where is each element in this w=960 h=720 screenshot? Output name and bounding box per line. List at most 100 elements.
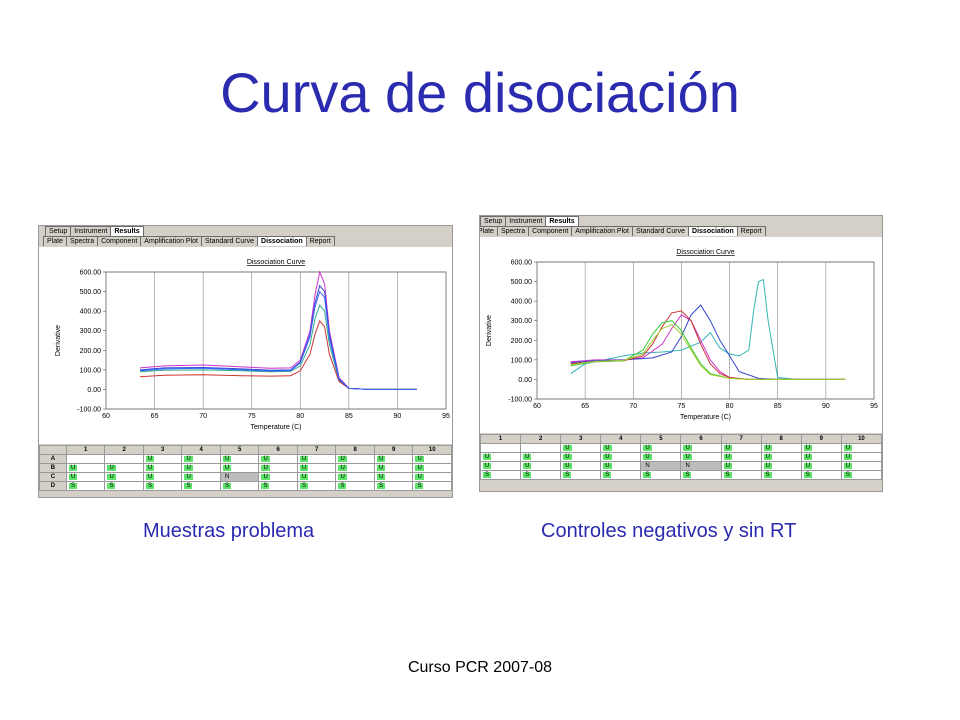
tab-standard-curve[interactable]: Standard Curve — [632, 226, 690, 236]
plate-well[interactable]: U — [412, 454, 452, 464]
tab-amplification-plot[interactable]: Amplification Plot — [140, 236, 202, 246]
plate-well[interactable]: S — [412, 481, 452, 491]
plate-well[interactable]: U — [65, 463, 106, 473]
tab-standard-curve[interactable]: Standard Curve — [201, 236, 259, 246]
plate-well[interactable]: N — [680, 461, 722, 471]
plate-well[interactable] — [520, 443, 562, 453]
plate-well[interactable]: N — [640, 461, 682, 471]
tab-instrument[interactable]: Instrument — [70, 226, 112, 236]
plate-well[interactable]: S — [560, 470, 602, 480]
plate-well[interactable]: U — [181, 454, 221, 464]
plate-well[interactable]: U — [335, 454, 375, 464]
plate-well[interactable]: U — [412, 472, 452, 482]
plate-well[interactable]: U — [335, 472, 375, 482]
plate-well[interactable]: U — [219, 463, 260, 473]
plate-well[interactable]: U — [600, 452, 642, 462]
plate-well[interactable]: U — [840, 461, 882, 471]
tab-plate[interactable]: Plate — [480, 226, 498, 236]
tab-report[interactable]: Report — [736, 226, 766, 236]
plate-well[interactable]: U — [181, 472, 221, 482]
tab-setup[interactable]: Setup — [45, 226, 72, 236]
plate-well[interactable]: U — [480, 461, 522, 471]
plate-well[interactable]: U — [800, 443, 842, 453]
tab-spectra[interactable]: Spectra — [65, 236, 99, 246]
plate-well[interactable]: U — [104, 472, 144, 482]
tab-dissociation[interactable]: Dissociation — [688, 226, 738, 236]
tab-amplification-plot[interactable]: Amplification Plot — [571, 226, 633, 236]
plate-well[interactable] — [104, 454, 144, 464]
tab-report[interactable]: Report — [305, 236, 335, 246]
plate-well[interactable]: U — [800, 461, 842, 471]
plate-well[interactable]: U — [373, 454, 414, 464]
plate-well[interactable]: S — [720, 470, 762, 480]
plate-well[interactable]: U — [600, 461, 642, 471]
plate-well[interactable]: U — [142, 472, 183, 482]
plate-well[interactable]: U — [258, 454, 298, 464]
tab-component[interactable]: Component — [97, 236, 142, 246]
plate-well[interactable]: U — [720, 443, 762, 453]
plate-well[interactable]: U — [296, 463, 337, 473]
plate-well[interactable]: U — [258, 472, 298, 482]
plate-well[interactable]: U — [640, 452, 682, 462]
plate-well[interactable]: S — [296, 481, 337, 491]
tab-setup[interactable]: Setup — [480, 216, 507, 226]
tab-results[interactable]: Results — [545, 216, 579, 226]
plate-well[interactable]: U — [65, 472, 106, 482]
plate-well[interactable]: U — [258, 463, 298, 473]
plate-well[interactable]: U — [412, 463, 452, 473]
plate-well[interactable]: S — [680, 470, 722, 480]
tab-component[interactable]: Component — [528, 226, 573, 236]
plate-well[interactable]: U — [296, 454, 337, 464]
plate-well[interactable]: U — [480, 452, 522, 462]
plate-well[interactable]: U — [142, 463, 183, 473]
plate-well[interactable]: S — [520, 470, 562, 480]
plate-well[interactable]: U — [335, 463, 375, 473]
plate-well[interactable]: U — [560, 452, 602, 462]
plate-well[interactable]: N — [219, 472, 260, 482]
plate-well[interactable]: S — [181, 481, 221, 491]
plate-well[interactable]: U — [104, 463, 144, 473]
tab-dissociation[interactable]: Dissociation — [257, 236, 307, 246]
plate-well[interactable]: S — [219, 481, 260, 491]
plate-well[interactable]: U — [373, 472, 414, 482]
plate-well[interactable]: U — [296, 472, 337, 482]
plate-well[interactable]: S — [480, 470, 522, 480]
plate-well[interactable]: U — [373, 463, 414, 473]
plate-well[interactable]: U — [760, 452, 802, 462]
plate-well[interactable]: S — [373, 481, 414, 491]
plate-well[interactable]: S — [104, 481, 144, 491]
plate-well[interactable]: S — [142, 481, 183, 491]
plate-well[interactable]: S — [258, 481, 298, 491]
plate-well[interactable]: U — [760, 461, 802, 471]
plate-well[interactable] — [65, 454, 106, 464]
plate-well[interactable]: S — [600, 470, 642, 480]
tab-results[interactable]: Results — [110, 226, 144, 236]
plate-well[interactable]: S — [65, 481, 106, 491]
plate-well[interactable]: S — [800, 470, 842, 480]
plate-well[interactable]: S — [335, 481, 375, 491]
plate-well[interactable]: U — [600, 443, 642, 453]
plate-well[interactable]: U — [520, 452, 562, 462]
plate-well[interactable]: S — [640, 470, 682, 480]
tab-spectra[interactable]: Spectra — [496, 226, 530, 236]
plate-well[interactable]: U — [142, 454, 183, 464]
plate-well[interactable]: U — [760, 443, 802, 453]
plate-well[interactable]: U — [181, 463, 221, 473]
plate-well[interactable]: U — [720, 461, 762, 471]
plate-well[interactable]: U — [840, 452, 882, 462]
plate-well[interactable]: U — [520, 461, 562, 471]
plate-well[interactable]: U — [680, 452, 722, 462]
plate-well[interactable]: U — [800, 452, 842, 462]
tab-plate[interactable]: Plate — [43, 236, 67, 246]
plate-well[interactable]: S — [760, 470, 802, 480]
plate-well[interactable]: U — [560, 443, 602, 453]
tab-instrument[interactable]: Instrument — [505, 216, 547, 226]
plate-well[interactable]: U — [560, 461, 602, 471]
plate-well[interactable]: U — [680, 443, 722, 453]
plate-well[interactable]: U — [720, 452, 762, 462]
plate-well[interactable]: S — [840, 470, 882, 480]
plate-well[interactable]: U — [219, 454, 260, 464]
plate-well[interactable]: U — [840, 443, 882, 453]
plate-well[interactable]: U — [640, 443, 682, 453]
plate-well[interactable] — [480, 443, 522, 453]
